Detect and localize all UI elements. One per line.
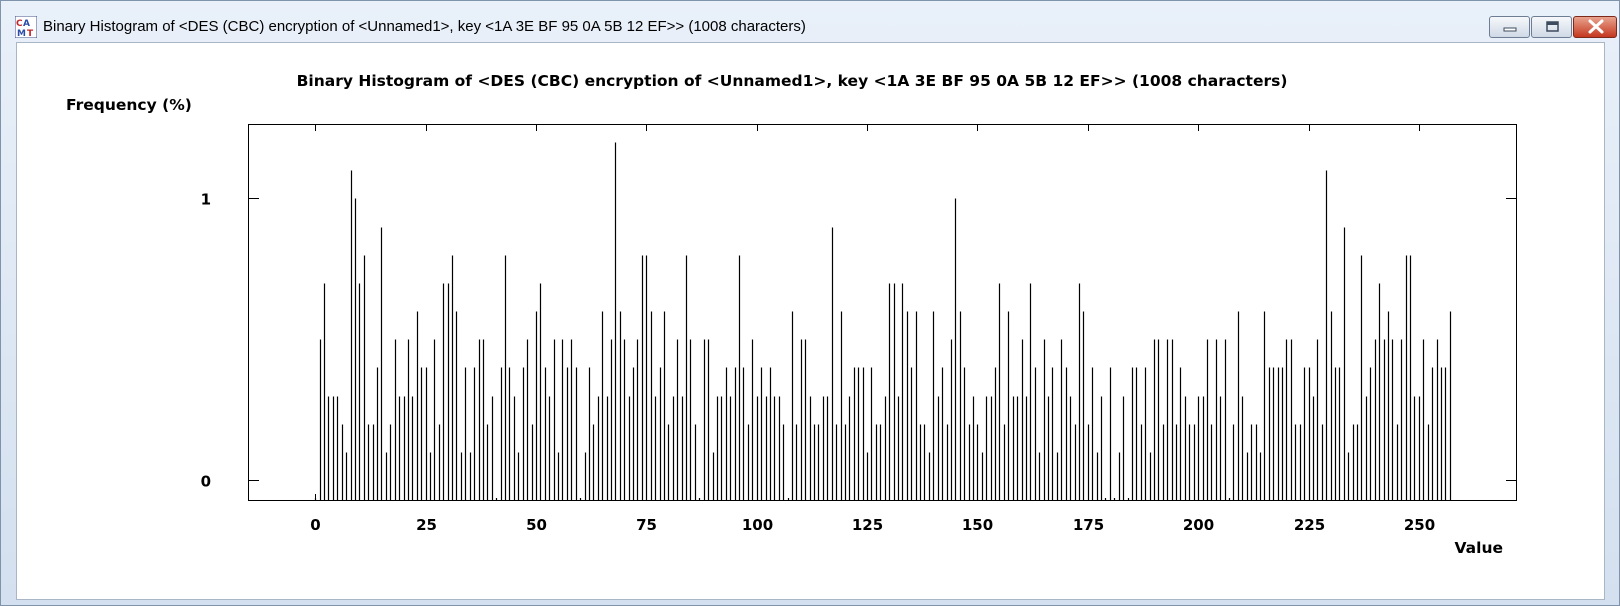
x-axis-label: Value xyxy=(1455,539,1503,557)
close-icon xyxy=(1588,19,1604,34)
chart-title: Binary Histogram of <DES (CBC) encryptio… xyxy=(297,72,1288,90)
histogram-chart: Binary Histogram of <DES (CBC) encryptio… xyxy=(66,72,1517,557)
chart-area: Binary Histogram of <DES (CBC) encryptio… xyxy=(16,42,1605,600)
svg-text:C: C xyxy=(16,19,23,29)
maximize-icon xyxy=(1546,21,1559,32)
x-tick-label: 250 xyxy=(1404,516,1435,534)
x-tick-label: 50 xyxy=(526,516,547,534)
maximize-button[interactable] xyxy=(1531,16,1572,38)
cryptool-app-icon: C A M T xyxy=(15,16,37,38)
x-tick-label: 225 xyxy=(1294,516,1325,534)
x-tick-label: 175 xyxy=(1073,516,1104,534)
svg-text:M: M xyxy=(17,29,26,38)
x-tick-label: 100 xyxy=(742,516,773,534)
x-tick-label: 75 xyxy=(636,516,657,534)
window-title: Binary Histogram of <DES (CBC) encryptio… xyxy=(43,18,806,35)
svg-text:A: A xyxy=(23,19,30,29)
x-tick-label: 200 xyxy=(1183,516,1214,534)
plot-frame xyxy=(248,124,1517,501)
svg-text:T: T xyxy=(27,29,34,38)
histogram-bars xyxy=(314,142,1452,500)
y-tick-label: 1 xyxy=(201,191,211,209)
close-button[interactable] xyxy=(1573,16,1617,38)
x-tick-label: 150 xyxy=(962,516,993,534)
title-bar[interactable]: C A M T Binary Histogram of <DES (CBC) e… xyxy=(1,1,1619,41)
y-tick-label: 0 xyxy=(201,473,211,491)
x-tick-label: 25 xyxy=(416,516,437,534)
minimize-button[interactable] xyxy=(1489,16,1530,38)
minimize-icon xyxy=(1503,27,1517,32)
x-tick-label: 125 xyxy=(852,516,883,534)
x-tick-label: 0 xyxy=(310,516,320,534)
y-axis-label: Frequency (%) xyxy=(66,96,192,114)
